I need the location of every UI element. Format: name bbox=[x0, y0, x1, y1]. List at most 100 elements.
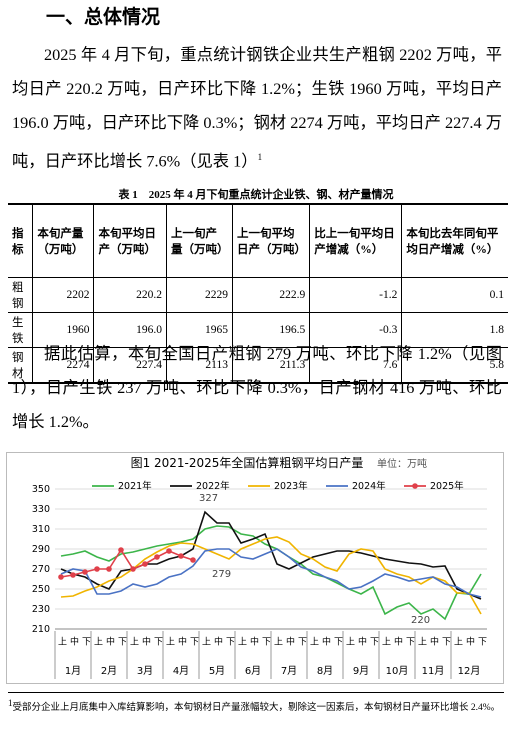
heading: 一、总体情况 bbox=[46, 6, 161, 28]
x-tick-label: 中 bbox=[68, 635, 79, 646]
data-point bbox=[166, 548, 172, 554]
x-tick-label: 上 bbox=[92, 636, 103, 645]
table-cell: 1.8 bbox=[401, 312, 508, 348]
y-tick-label: 290 bbox=[32, 544, 50, 555]
table-cell: -0.3 bbox=[309, 312, 402, 348]
x-tick-label: 中 bbox=[284, 635, 295, 646]
data-point bbox=[58, 574, 64, 580]
table-cell: 2229 bbox=[165, 277, 233, 313]
month-label: 9月 bbox=[353, 665, 369, 677]
x-tick-label: 下 bbox=[152, 637, 163, 647]
y-tick-label: 230 bbox=[32, 604, 50, 615]
table-row: 生铁 1960 196.0 1965 196.5 -0.3 1.8 bbox=[8, 312, 508, 348]
table-row: 钢材 2274 227.4 2113 211.3 7.6 5.8 bbox=[8, 347, 508, 384]
data-point bbox=[82, 569, 88, 575]
chart-title: 图1 2021-2025年全国估算粗钢平均日产量 bbox=[131, 455, 364, 470]
annotation: 220 bbox=[411, 615, 430, 626]
x-tick-label: 下 bbox=[368, 637, 379, 647]
legend-label: 2023年 bbox=[274, 480, 308, 492]
x-tick-label: 中 bbox=[176, 635, 187, 646]
x-tick-label: 上 bbox=[128, 636, 139, 645]
table-header: 本旬产量（万吨） bbox=[32, 203, 94, 278]
paragraph: 据此估算，本旬全国日产粗钢 279 万吨、环比下降 1.2%（见图 1），日产生… bbox=[12, 344, 502, 431]
x-tick-label: 中 bbox=[104, 635, 115, 646]
table-cell: 7.6 bbox=[309, 347, 402, 384]
table-header: 上一旬平均日产（万吨） bbox=[231, 203, 310, 278]
table-header: 本旬平均日产（万吨） bbox=[93, 203, 167, 278]
footnote-text: 受部分企业上月底集中入库结算影响，本旬钢材日产量涨幅较大，剔除这一因素后，本旬钢… bbox=[12, 703, 501, 714]
month-label: 3月 bbox=[137, 665, 153, 677]
month-label: 6月 bbox=[245, 665, 261, 677]
data-point bbox=[154, 554, 160, 560]
x-tick-label: 下 bbox=[296, 637, 307, 647]
x-tick-label: 下 bbox=[404, 637, 415, 647]
x-tick-label: 下 bbox=[260, 637, 271, 647]
x-tick-label: 上 bbox=[416, 636, 427, 645]
x-tick-label: 上 bbox=[236, 636, 247, 645]
x-tick-label: 上 bbox=[344, 636, 355, 645]
table-cell: 2113 bbox=[165, 347, 233, 384]
table-header: 指标 bbox=[8, 203, 33, 278]
table-cell: 5.8 bbox=[401, 347, 508, 384]
month-label: 1月 bbox=[65, 665, 81, 677]
y-tick-label: 210 bbox=[32, 624, 50, 635]
table-cell: 钢材 bbox=[8, 347, 33, 384]
data-point bbox=[130, 566, 136, 572]
annotation: 327 bbox=[199, 493, 218, 504]
month-label: 2月 bbox=[101, 665, 117, 677]
legend-marker bbox=[412, 483, 418, 489]
series-line bbox=[60, 548, 482, 598]
table-cell: 211.3 bbox=[231, 347, 310, 384]
x-tick-label: 上 bbox=[164, 636, 175, 645]
legend-label: 2022年 bbox=[196, 480, 230, 492]
x-tick-label: 下 bbox=[476, 637, 487, 647]
x-tick-label: 下 bbox=[440, 637, 451, 647]
table-cell: 2274 bbox=[32, 347, 94, 384]
x-tick-label: 中 bbox=[356, 635, 367, 646]
x-tick-label: 下 bbox=[188, 637, 199, 647]
series-line bbox=[60, 525, 482, 621]
table-cell: 227.4 bbox=[93, 347, 167, 384]
month-label: 7月 bbox=[281, 665, 297, 677]
legend-label: 2025年 bbox=[430, 480, 464, 492]
table-header: 上一旬产量（万吨） bbox=[165, 203, 233, 278]
data-point bbox=[178, 553, 184, 559]
x-tick-label: 中 bbox=[464, 635, 475, 646]
data-point bbox=[142, 561, 148, 567]
y-tick-label: 250 bbox=[32, 584, 50, 595]
y-tick-label: 310 bbox=[32, 524, 50, 535]
footnote: 1受部分企业上月底集中入库结算影响，本旬钢材日产量涨幅较大，剔除这一因素后，本旬… bbox=[8, 692, 504, 716]
x-tick-label: 中 bbox=[248, 635, 259, 646]
data-point bbox=[94, 566, 100, 572]
month-label: 8月 bbox=[317, 665, 333, 677]
chart: 图1 2021-2025年全国估算粗钢平均日产量 单位：万吨 210 230 250… bbox=[6, 452, 504, 684]
x-tick-label: 中 bbox=[212, 635, 223, 646]
x-tick-label: 中 bbox=[428, 635, 439, 646]
table-title: 表 1 2025 年 4 月下旬重点统计企业铁、钢、材产量情况 bbox=[118, 189, 394, 201]
x-tick-label: 中 bbox=[320, 635, 331, 646]
x-tick-label: 下 bbox=[332, 637, 343, 647]
y-tick-label: 330 bbox=[32, 504, 50, 515]
table-row: 粗钢 2202 220.2 2229 222.9 -1.2 0.1 bbox=[8, 277, 508, 313]
table-header: 比上一旬平均日产增减（%） bbox=[309, 203, 402, 278]
x-tick-label: 上 bbox=[380, 636, 391, 645]
x-tick-label: 上 bbox=[200, 636, 211, 645]
data-point bbox=[118, 547, 124, 553]
table-cell: 220.2 bbox=[93, 277, 167, 313]
footnote-mark: 1 bbox=[8, 698, 13, 708]
x-tick-label: 上 bbox=[56, 636, 67, 645]
y-tick-label: 270 bbox=[32, 564, 50, 575]
month-label: 12月 bbox=[458, 665, 481, 677]
legend-label: 2021年 bbox=[118, 480, 152, 492]
month-label: 4月 bbox=[173, 665, 189, 677]
table-cell: 2202 bbox=[32, 277, 94, 313]
month-label: 5月 bbox=[209, 665, 225, 677]
x-tick-label: 下 bbox=[224, 637, 235, 647]
x-tick-label: 上 bbox=[308, 636, 319, 645]
table: 指标 本旬产量（万吨） 本旬平均日产（万吨） 上一旬产量（万吨） 上一旬平均日产（万吨）… bbox=[8, 203, 508, 384]
x-tick-label: 中 bbox=[392, 635, 403, 646]
footnote-ref: 1 bbox=[257, 152, 263, 162]
table-header: 本旬比去年同旬平均日产增减（%） bbox=[401, 203, 508, 278]
table-cell: 222.9 bbox=[231, 277, 310, 313]
